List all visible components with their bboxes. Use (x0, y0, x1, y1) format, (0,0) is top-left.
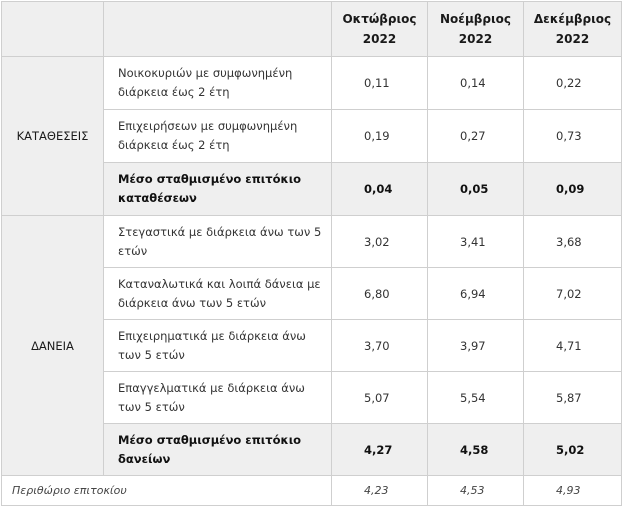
cell-value: 4,93 (523, 475, 622, 506)
cell-value: 3,68 (523, 215, 622, 268)
cell-value: 0,27 (427, 109, 524, 163)
row-label: Καταναλωτικά και λοιπά δάνεια με διάρκει… (103, 267, 332, 320)
table-header-row: Οκτώβριος 2022 Νοέμβριος 2022 Δεκέμβριος… (1, 1, 622, 57)
cell-value: 4,71 (523, 319, 622, 372)
column-header-december: Δεκέμβριος 2022 (523, 1, 622, 57)
group-label-deposits: ΚΑΤΑΘΕΣΕΙΣ (1, 56, 104, 216)
column-header-november: Νοέμβριος 2022 (427, 1, 524, 57)
cell-value: 0,11 (331, 56, 428, 110)
table-row: Επιχειρήσεων με συμφωνημένη διάρκεια έως… (2, 109, 622, 163)
table-row: Επιχειρηματικά με διάρκεια άνω των 5 ετώ… (2, 319, 622, 372)
cell-value: 6,80 (331, 267, 428, 320)
column-header-october: Οκτώβριος 2022 (331, 1, 428, 57)
table-row: Καταναλωτικά και λοιπά δάνεια με διάρκει… (2, 267, 622, 320)
cell-value: 6,94 (427, 267, 524, 320)
column-header-month: Νοέμβριος 2022 (439, 12, 511, 46)
cell-value: 0,73 (523, 109, 622, 163)
interest-rates-table: Οκτώβριος 2022 Νοέμβριος 2022 Δεκέμβριος… (1, 1, 622, 506)
group-label-loans: ΔΑΝΕΙΑ (1, 215, 104, 476)
row-label: Περιθώριο επιτοκίου (1, 475, 332, 506)
cell-value: 5,02 (523, 423, 622, 476)
cell-value: 0,14 (427, 56, 524, 110)
margin-row: Περιθώριο επιτοκίου 4,23 4,53 4,93 (1, 475, 622, 506)
cell-value: 0,05 (427, 162, 524, 216)
cell-value: 4,58 (427, 423, 524, 476)
cell-value: 3,41 (427, 215, 524, 268)
cell-value: 0,22 (523, 56, 622, 110)
table-row: ΚΑΤΑΘΕΣΕΙΣ Νοικοκυριών με συμφωνημένη δι… (1, 56, 622, 216)
row-label: Νοικοκυριών με συμφωνημένη διάρκεια έως … (103, 56, 332, 110)
cell-value: 3,02 (331, 215, 428, 268)
cell-value: 4,53 (427, 475, 524, 506)
cell-value: 0,09 (523, 162, 622, 216)
header-empty-cell (103, 1, 332, 57)
cell-value: 0,04 (331, 162, 428, 216)
cell-value: 3,97 (427, 319, 524, 372)
column-header-month: Οκτώβριος 2022 (342, 12, 417, 46)
row-label: Μέσο σταθμισμένο επιτόκιο δανείων (103, 423, 332, 476)
row-label: Μέσο σταθμισμένο επιτόκιο καταθέσεων (103, 162, 332, 216)
cell-value: 7,02 (523, 267, 622, 320)
cell-value: 5,54 (427, 371, 524, 424)
row-label: Επιχειρήσεων με συμφωνημένη διάρκεια έως… (103, 109, 332, 163)
header-empty-cell (1, 1, 104, 57)
table-row: Επαγγελματικά με διάρκεια άνω των 5 ετών… (2, 371, 622, 424)
row-label: Στεγαστικά με διάρκεια άνω των 5 ετών (103, 215, 332, 268)
cell-value: 4,27 (331, 423, 428, 476)
average-row-loans: Μέσο σταθμισμένο επιτόκιο δανείων 4,27 4… (1, 423, 622, 476)
row-label: Επαγγελματικά με διάρκεια άνω των 5 ετών (103, 371, 332, 424)
cell-value: 5,07 (331, 371, 428, 424)
cell-value: 5,87 (523, 371, 622, 424)
row-label: Επιχειρηματικά με διάρκεια άνω των 5 ετώ… (103, 319, 332, 372)
cell-value: 0,19 (331, 109, 428, 163)
table-row: ΔΑΝΕΙΑ Στεγαστικά με διάρκεια άνω των 5 … (1, 215, 622, 476)
cell-value: 3,70 (331, 319, 428, 372)
column-header-month: Δεκέμβριος 2022 (533, 12, 612, 46)
cell-value: 4,23 (331, 475, 428, 506)
average-row-deposits: Μέσο σταθμισμένο επιτόκιο καταθέσεων 0,0… (1, 162, 622, 216)
